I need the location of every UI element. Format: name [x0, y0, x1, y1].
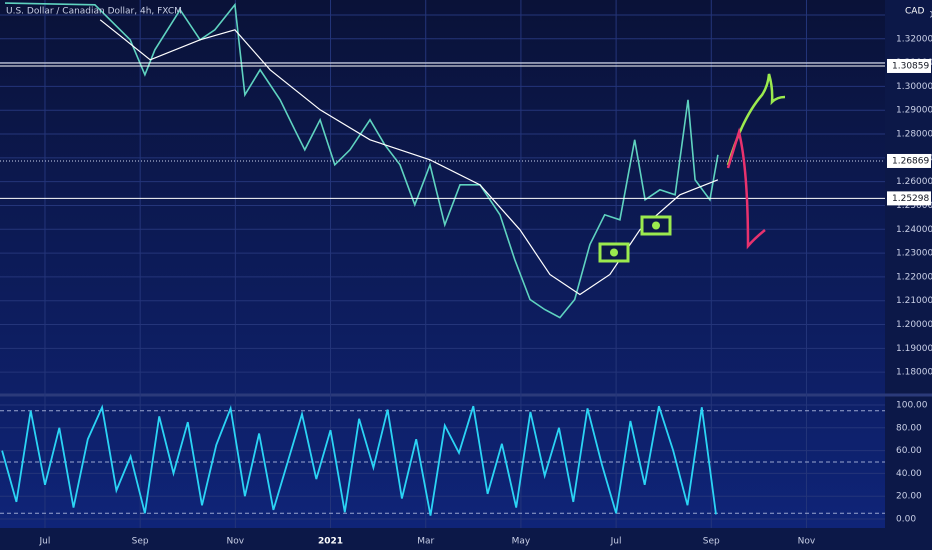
y-tick-label: 1.19000: [896, 344, 932, 354]
y-tick-label: 1.32000: [896, 34, 932, 44]
y-tick-label: 1.24000: [896, 225, 932, 235]
y-tick-label: 100.00: [896, 401, 928, 411]
y-tick-label: 1.28000: [896, 130, 932, 140]
y-tick-label: 20.00: [896, 492, 922, 502]
x-tick-label: Mar: [417, 537, 434, 547]
price-tag: [887, 153, 931, 168]
y-tick-label: 1.20000: [896, 320, 932, 330]
x-tick-label: Nov: [798, 537, 816, 547]
plot-background: [0, 0, 885, 528]
y-tick-label: 1.30000: [896, 82, 932, 92]
money-icon: [640, 215, 672, 236]
price-tag-label: 1.26869: [892, 156, 929, 166]
price-tag: [887, 191, 931, 206]
x-tick-label: Jul: [610, 537, 622, 547]
y-tick-label: 1.25000: [896, 201, 932, 211]
y-tick-label: 1.26000: [896, 177, 932, 187]
currency-label: CAD: [905, 7, 924, 17]
y-tick-label: 1.22000: [896, 272, 932, 282]
y-tick-label: 80.00: [896, 423, 922, 433]
price-tag-label: 1.30859: [892, 61, 929, 71]
y-tick-label: 60.00: [896, 446, 922, 456]
axis-background: [0, 528, 885, 550]
y-tick-label: 1.21000: [896, 296, 932, 306]
x-tick-label: Jul: [39, 537, 51, 547]
currency-background: [890, 4, 930, 20]
price-line: [4, 2, 719, 319]
x-tick-label: May: [512, 537, 531, 547]
oscillator-line: [1, 404, 717, 516]
bear-arrow-drawing: [726, 127, 766, 250]
bull-arrow-drawing: [726, 73, 786, 166]
x-tick-label: Sep: [132, 537, 149, 547]
price-tag: [887, 58, 931, 73]
price-tag-label: 1.25298: [892, 194, 929, 204]
axis-background: [885, 0, 932, 550]
x-tick-label: 2021: [318, 537, 343, 547]
x-tick-label: Sep: [703, 537, 720, 547]
y-tick-label: 0.00: [896, 514, 916, 524]
chart-title: U.S. Dollar / Canadian Dollar, 4h, FXCM: [6, 7, 182, 17]
x-tick-label: Nov: [227, 537, 245, 547]
y-tick-label: 1.18000: [896, 368, 932, 378]
money-icon: [598, 242, 630, 263]
y-tick-label: 1.23000: [896, 249, 932, 259]
y-tick-label: 40.00: [896, 469, 922, 479]
y-tick-label: 1.29000: [896, 106, 932, 116]
